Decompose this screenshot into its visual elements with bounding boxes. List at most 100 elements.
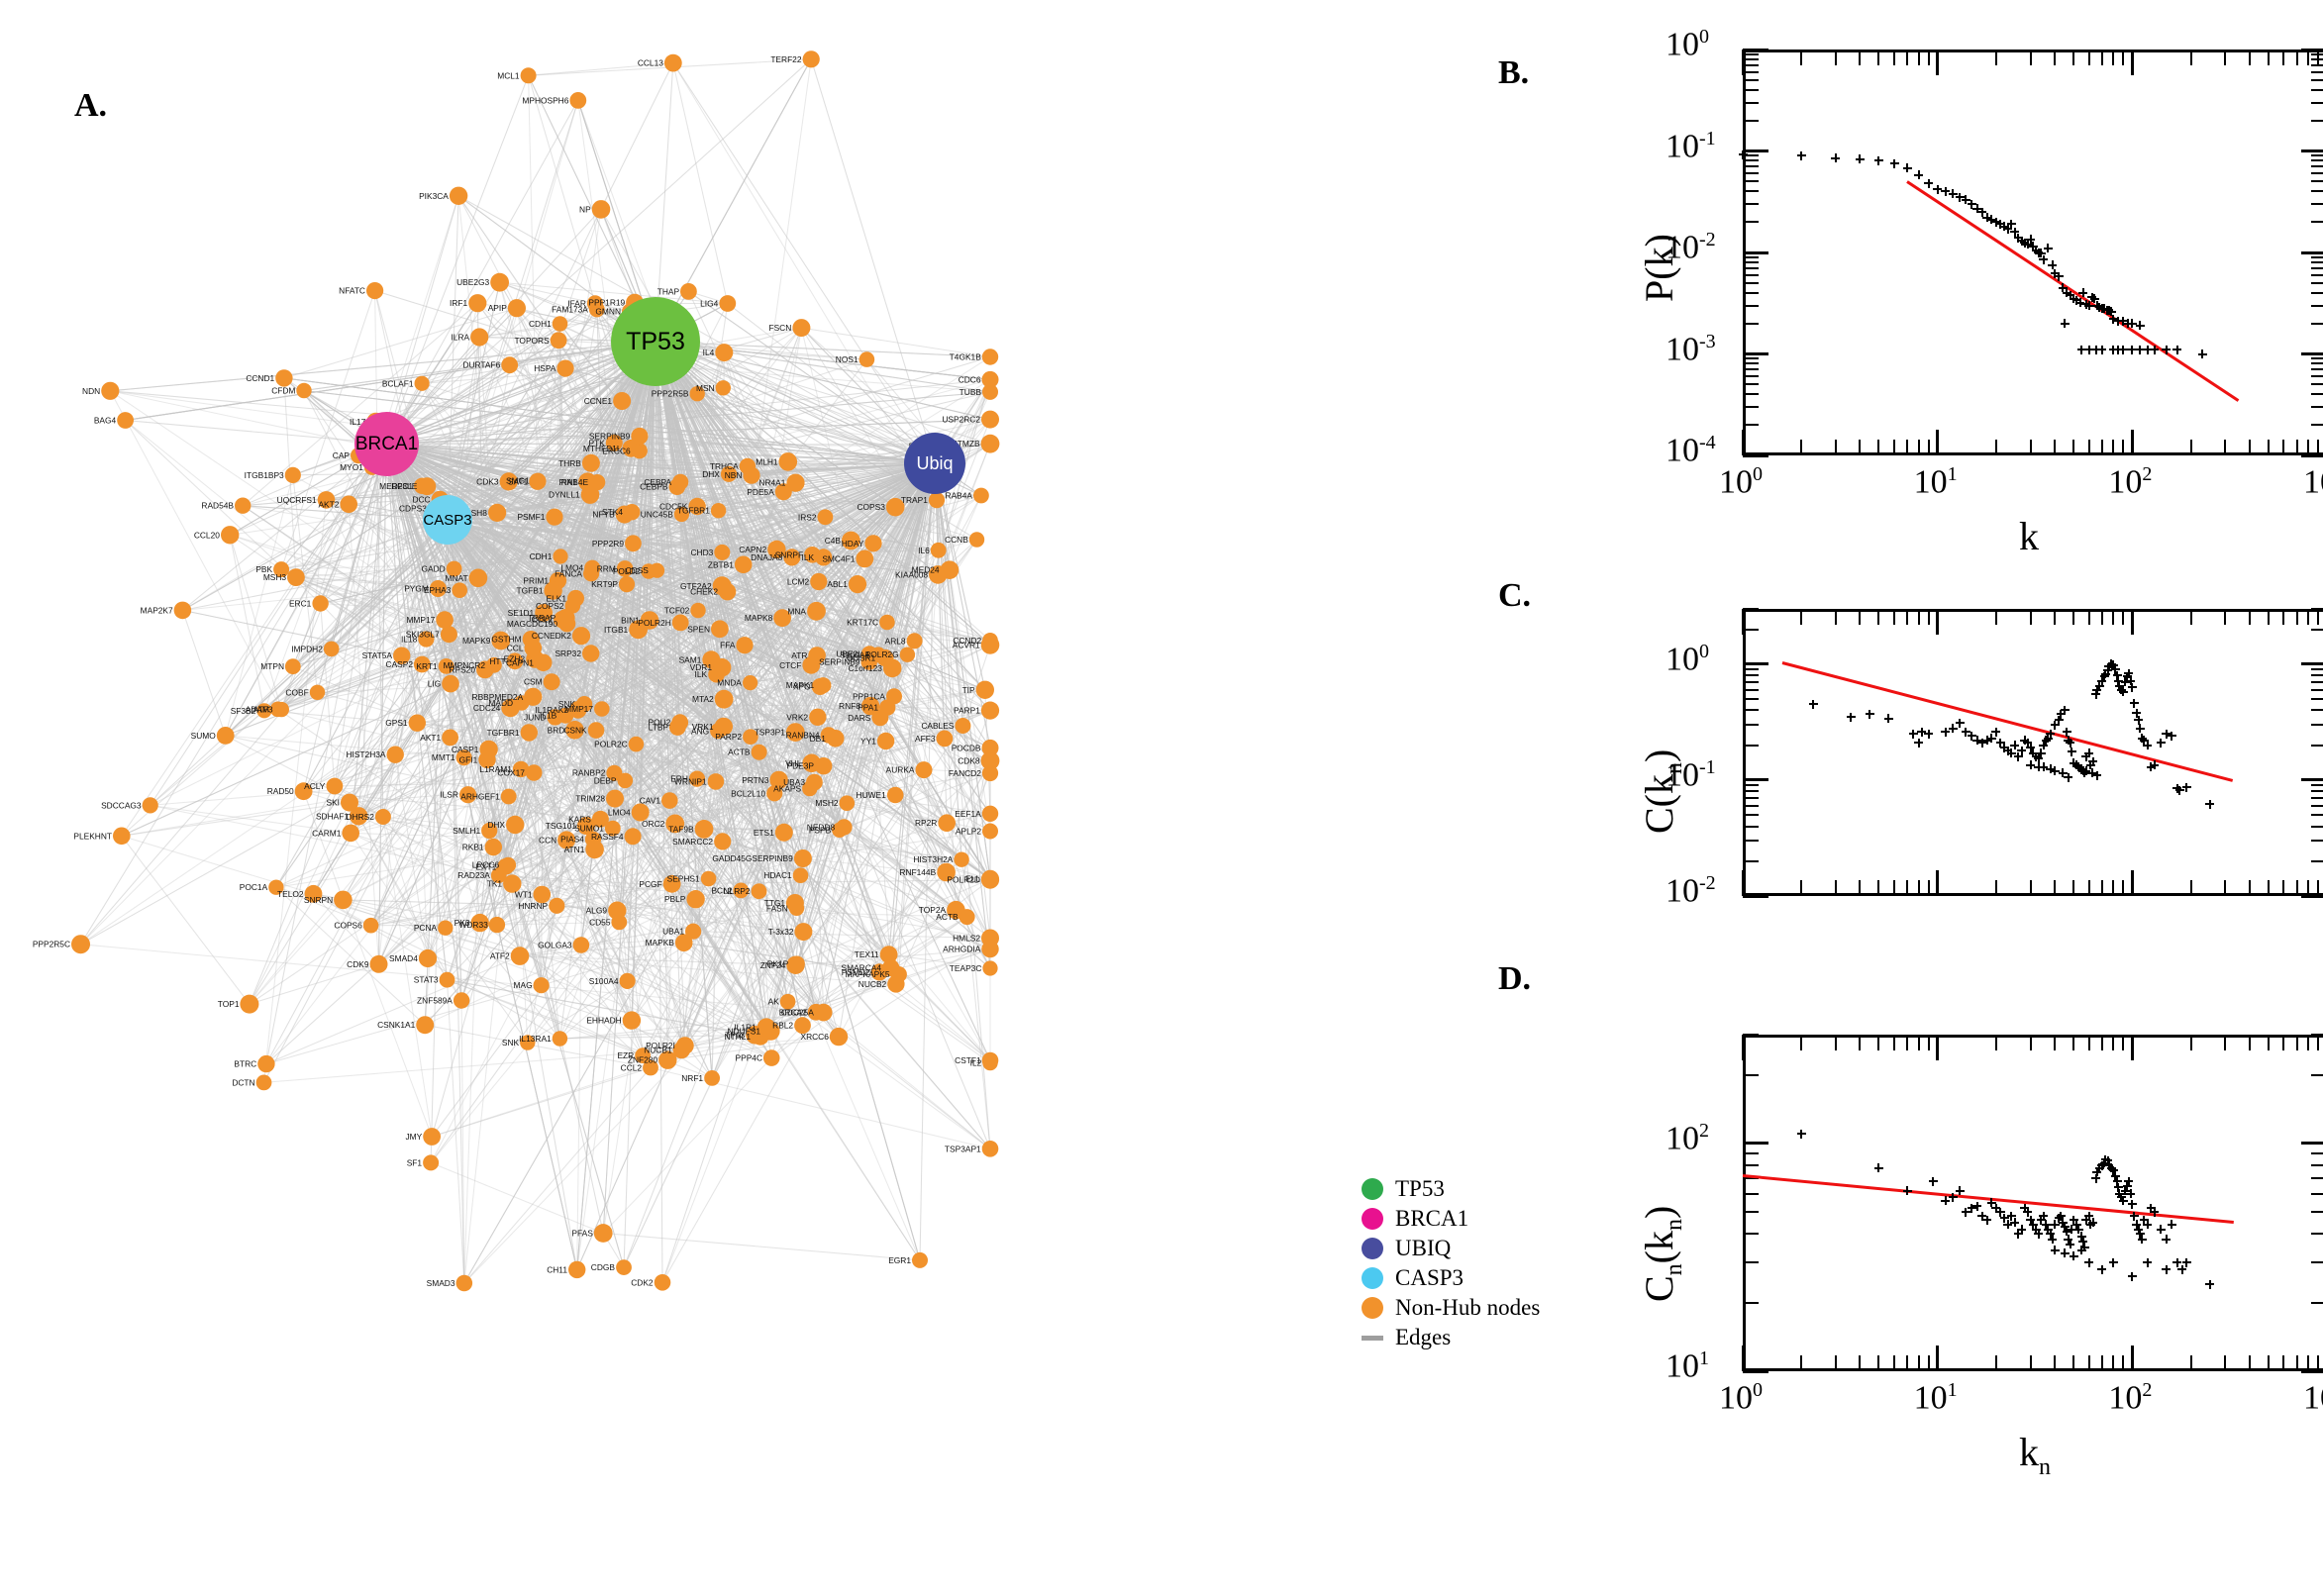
network-node[interactable]: [688, 770, 706, 787]
network-node[interactable]: [543, 673, 560, 691]
network-node[interactable]: [568, 701, 587, 719]
network-node[interactable]: [309, 684, 326, 700]
network-node[interactable]: [618, 576, 636, 593]
network-node[interactable]: [386, 746, 404, 763]
network-node[interactable]: [788, 900, 805, 916]
network-node[interactable]: [774, 483, 792, 501]
network-node[interactable]: [694, 820, 714, 839]
network-node[interactable]: [876, 732, 895, 750]
network-node[interactable]: [700, 870, 717, 887]
network-node[interactable]: [436, 611, 454, 629]
network-node[interactable]: [484, 838, 502, 856]
network-node[interactable]: [499, 472, 518, 491]
network-node[interactable]: [113, 827, 131, 846]
network-node[interactable]: [774, 823, 793, 842]
network-node[interactable]: [662, 874, 681, 893]
network-node[interactable]: [981, 805, 999, 822]
network-node[interactable]: [743, 466, 760, 484]
network-node[interactable]: [284, 466, 301, 483]
network-node[interactable]: [714, 717, 733, 737]
network-node[interactable]: [714, 833, 732, 850]
network-node[interactable]: [625, 535, 642, 552]
network-node[interactable]: [707, 773, 725, 790]
network-node[interactable]: [442, 729, 458, 747]
network-node[interactable]: [766, 785, 783, 802]
network-node[interactable]: [982, 1054, 998, 1071]
network-node[interactable]: [792, 867, 809, 883]
network-node[interactable]: [802, 50, 820, 68]
network-node[interactable]: [779, 993, 796, 1010]
network-node[interactable]: [533, 885, 552, 904]
network-node[interactable]: [350, 807, 368, 826]
network-node[interactable]: [501, 356, 519, 374]
network-node[interactable]: [876, 648, 894, 667]
network-node[interactable]: [569, 92, 587, 109]
network-node[interactable]: [546, 508, 563, 526]
network-node[interactable]: [587, 722, 605, 739]
network-node[interactable]: [789, 955, 805, 972]
network-node[interactable]: [535, 604, 553, 622]
network-node[interactable]: [829, 1027, 849, 1047]
network-node[interactable]: [393, 647, 411, 664]
network-node[interactable]: [762, 1049, 780, 1066]
network-node[interactable]: [304, 884, 323, 903]
network-node[interactable]: [718, 583, 737, 601]
network-node[interactable]: [468, 568, 488, 588]
network-node[interactable]: [550, 332, 567, 349]
network-node[interactable]: [714, 544, 731, 560]
network-node[interactable]: [571, 627, 591, 646]
network-node[interactable]: [930, 542, 947, 558]
network-node[interactable]: [938, 814, 956, 832]
network-node[interactable]: [686, 890, 705, 909]
network-node[interactable]: [507, 299, 527, 318]
network-node[interactable]: [362, 917, 379, 934]
network-node[interactable]: [802, 780, 818, 797]
network-node[interactable]: [605, 434, 623, 451]
network-node[interactable]: [611, 914, 628, 931]
network-node[interactable]: [488, 916, 506, 934]
network-node[interactable]: [981, 1141, 999, 1157]
network-node[interactable]: [470, 913, 489, 933]
network-node[interactable]: [416, 1016, 435, 1035]
network-node[interactable]: [255, 1074, 272, 1091]
network-node[interactable]: [440, 626, 457, 644]
network-node[interactable]: [423, 1154, 440, 1171]
network-node[interactable]: [767, 540, 786, 559]
network-node[interactable]: [520, 724, 538, 742]
network-node[interactable]: [937, 862, 956, 882]
network-node[interactable]: [624, 828, 642, 846]
network-node[interactable]: [418, 631, 435, 648]
network-node[interactable]: [982, 823, 998, 840]
network-node[interactable]: [981, 349, 999, 365]
network-node[interactable]: [334, 890, 353, 910]
network-node[interactable]: [658, 1050, 677, 1069]
network-node[interactable]: [769, 770, 788, 790]
network-node[interactable]: [613, 392, 632, 410]
network-node[interactable]: [673, 506, 690, 523]
network-node[interactable]: [117, 412, 134, 429]
network-node[interactable]: [294, 782, 313, 801]
network-node[interactable]: [674, 934, 693, 951]
network-node[interactable]: [751, 883, 767, 900]
network-node[interactable]: [439, 971, 455, 988]
network-node[interactable]: [810, 572, 828, 591]
network-node[interactable]: [173, 601, 192, 620]
network-node[interactable]: [604, 820, 621, 837]
network-node[interactable]: [980, 701, 1000, 720]
network-node[interactable]: [628, 736, 645, 752]
network-node[interactable]: [643, 1059, 658, 1076]
network-node[interactable]: [968, 532, 985, 548]
network-node[interactable]: [955, 718, 971, 734]
network-node[interactable]: [980, 751, 1000, 770]
network-node[interactable]: [584, 559, 601, 576]
network-node[interactable]: [879, 946, 898, 963]
network-node[interactable]: [572, 937, 590, 953]
network-node[interactable]: [408, 714, 426, 732]
network-node[interactable]: [640, 611, 659, 630]
network-node[interactable]: [981, 739, 999, 756]
network-node[interactable]: [452, 582, 468, 598]
network-node[interactable]: [606, 789, 624, 808]
network-node[interactable]: [661, 792, 678, 809]
network-node[interactable]: [340, 495, 358, 514]
network-node[interactable]: [591, 200, 611, 219]
